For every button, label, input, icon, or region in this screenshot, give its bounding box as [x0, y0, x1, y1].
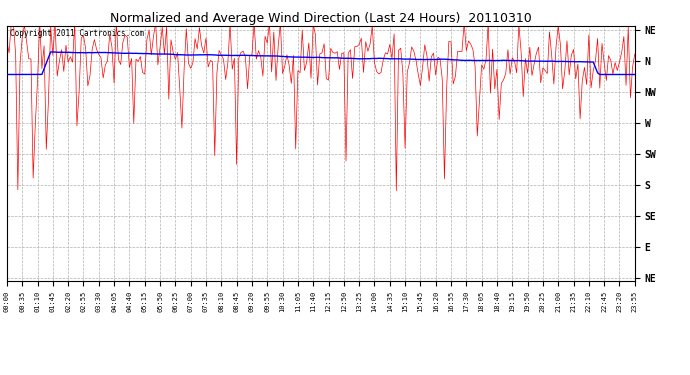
Text: Copyright 2011 Cartronics.com: Copyright 2011 Cartronics.com [10, 29, 144, 38]
Title: Normalized and Average Wind Direction (Last 24 Hours)  20110310: Normalized and Average Wind Direction (L… [110, 12, 532, 25]
